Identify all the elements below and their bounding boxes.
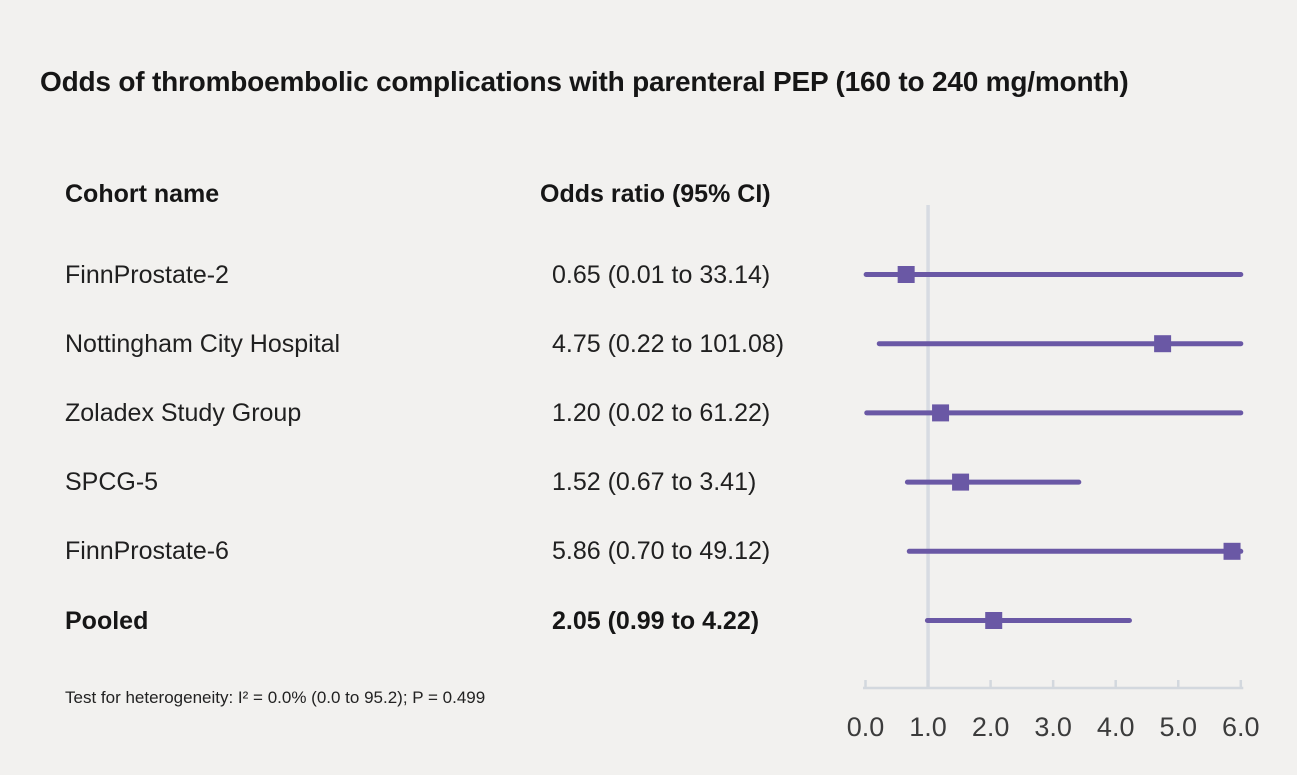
x-axis-tick-label: 3.0: [1034, 712, 1072, 742]
odds-ratio-value: 5.86 (0.70 to 49.12): [552, 537, 771, 566]
odds-ratio-value: 1.20 (0.02 to 61.22): [552, 398, 771, 427]
point-estimate-marker-pooled: [985, 612, 1003, 629]
column-header-odds-ratio: Odds ratio (95% CI): [540, 180, 771, 208]
point-estimate-marker: [952, 473, 970, 491]
column-header-cohort: Cohort name: [65, 180, 220, 208]
cohort-name: FinnProstate-2: [65, 260, 229, 289]
cohort-name: Nottingham City Hospital: [65, 329, 341, 358]
point-estimate-marker: [1223, 542, 1241, 560]
x-axis-tick-label: 2.0: [972, 712, 1010, 742]
cohort-name: Zoladex Study Group: [65, 398, 302, 427]
x-axis-tick-label: 5.0: [1159, 712, 1197, 742]
x-axis-tick-label: 4.0: [1097, 712, 1135, 742]
x-axis-tick-label: 1.0: [909, 712, 947, 742]
odds-ratio-value: 0.65 (0.01 to 33.14): [552, 260, 771, 289]
heterogeneity-note: Test for heterogeneity: I² = 0.0% (0.0 t…: [65, 688, 486, 707]
cohort-name-pooled: Pooled: [65, 606, 149, 635]
x-axis-tick-label: 0.0: [847, 712, 885, 742]
x-axis-tick-label: 6.0: [1222, 712, 1260, 742]
point-estimate-marker: [932, 404, 950, 422]
odds-ratio-value: 4.75 (0.22 to 101.08): [552, 329, 785, 358]
odds-ratio-value: 1.52 (0.67 to 3.41): [552, 468, 757, 497]
figure-title: Odds of thromboembolic complications wit…: [40, 66, 1129, 97]
cohort-name: FinnProstate-6: [65, 537, 229, 566]
point-estimate-marker: [1154, 335, 1172, 353]
point-estimate-marker: [897, 266, 915, 283]
odds-ratio-value-pooled: 2.05 (0.99 to 4.22): [552, 606, 760, 635]
cohort-name: SPCG-5: [65, 468, 159, 497]
